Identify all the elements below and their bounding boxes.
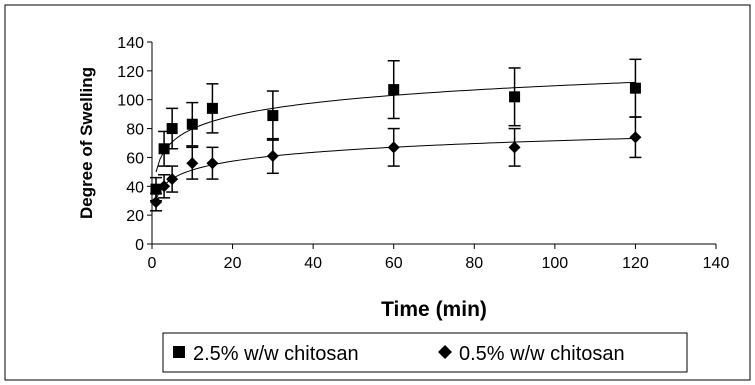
data-point-series-2 xyxy=(266,149,279,162)
data-point-series-2 xyxy=(387,141,400,154)
y-tick-label: 100 xyxy=(117,93,144,110)
data-point-series-1 xyxy=(166,123,178,135)
data-point-series-1 xyxy=(158,143,170,155)
legend-label-series-1: 2.5% w/w chitosan xyxy=(193,343,359,365)
data-point-series-2 xyxy=(150,196,163,209)
x-tick-label: 20 xyxy=(224,255,242,272)
data-point-series-2 xyxy=(186,157,199,170)
data-point-series-2 xyxy=(508,141,521,154)
x-tick-label: 60 xyxy=(385,255,403,272)
outer-border xyxy=(4,4,751,381)
data-point-series-1 xyxy=(206,102,218,114)
data-point-series-2 xyxy=(158,180,171,193)
legend-marker-square xyxy=(173,346,185,358)
legend-label-series-2: 0.5% w/w chitosan xyxy=(459,343,625,365)
y-tick-label: 60 xyxy=(126,150,144,167)
y-tick-label: 20 xyxy=(126,208,144,225)
x-tick-label: 80 xyxy=(465,255,483,272)
x-axis-title: Time (min) xyxy=(381,298,487,321)
data-markers xyxy=(150,82,642,209)
y-tick-label: 120 xyxy=(117,64,144,81)
axes: 0 20 40 60 80 100 120 140 0 20 40 60 80 100 120 140 xyxy=(117,35,729,272)
x-tick-label: 100 xyxy=(542,255,569,272)
y-axis-title: Degree of Swelling xyxy=(77,67,96,219)
x-tick-label: 120 xyxy=(622,255,649,272)
legend: 2.5% w/w chitosan 0.5% w/w chitosan xyxy=(162,332,688,373)
trendline-series-1 xyxy=(155,81,636,173)
data-point-series-2 xyxy=(206,157,219,170)
data-point-series-1 xyxy=(267,110,279,122)
y-tick-label: 0 xyxy=(135,237,144,254)
x-tick-label: 0 xyxy=(148,255,157,272)
y-tick-label: 140 xyxy=(117,35,144,52)
data-point-series-1 xyxy=(629,82,641,94)
y-tick-label: 80 xyxy=(126,122,144,139)
x-tick-label: 40 xyxy=(304,255,322,272)
data-point-series-1 xyxy=(388,84,400,96)
legend-box xyxy=(162,332,688,373)
legend-marker-diamond xyxy=(438,345,452,359)
data-point-series-1 xyxy=(509,91,521,103)
data-point-series-1 xyxy=(186,118,198,130)
y-tick-label: 40 xyxy=(126,179,144,196)
x-tick-label: 140 xyxy=(703,255,730,272)
data-point-series-2 xyxy=(166,173,179,186)
data-point-series-1 xyxy=(150,183,162,195)
data-point-series-2 xyxy=(629,131,642,144)
